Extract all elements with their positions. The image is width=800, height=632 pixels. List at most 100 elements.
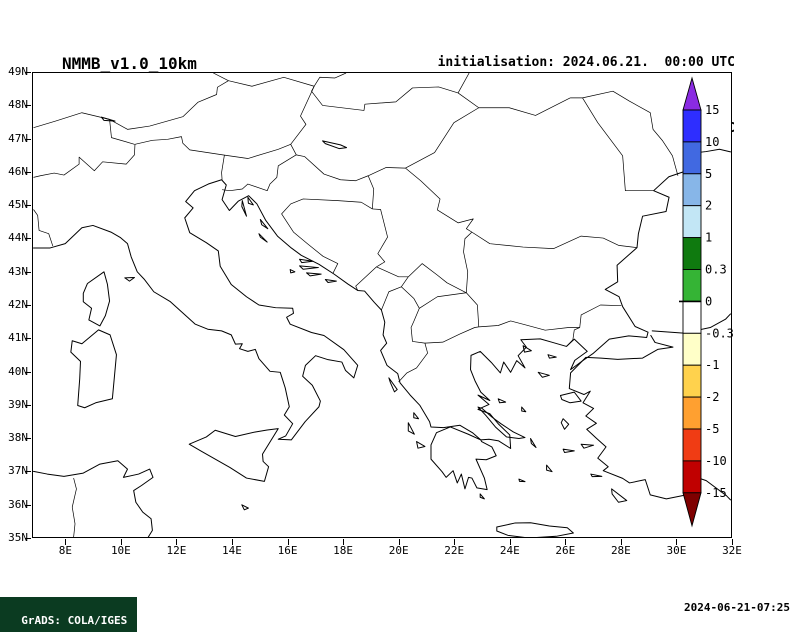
island-coastline [70, 329, 117, 409]
island-coastline [258, 233, 268, 243]
lat-label: 38N [8, 431, 28, 445]
lat-tick-mark [25, 238, 31, 240]
island-coastline [518, 478, 526, 483]
colorbar-segment [682, 300, 702, 334]
colorbar-label: 0 [705, 294, 712, 308]
lat-tick-mark [25, 205, 31, 207]
lon-label: 16E [277, 544, 298, 557]
country-border [478, 320, 580, 331]
colorbar-label: -15 [705, 486, 727, 500]
island-coastline [559, 391, 582, 404]
country-border [213, 73, 229, 81]
creation-timestamp: 2024-06-21-07:25 [684, 601, 790, 614]
lon-tick-mark [565, 539, 567, 545]
country-border [281, 198, 373, 274]
colorbar: 15 10 5 2 1 0.3 0 -0.3 -1 -2 -5 -10 -15 [679, 76, 735, 532]
colorbar-arrow-up [682, 76, 702, 111]
lon-tick-mark [120, 539, 122, 545]
lon-label: 28E [610, 544, 631, 557]
lon-label: 12E [166, 544, 187, 557]
country-border [466, 292, 480, 327]
country-border [33, 136, 225, 180]
lon-label: 26E [555, 544, 576, 557]
country-border [311, 73, 470, 111]
lat-tick-mark [25, 105, 31, 107]
island-coastline [522, 345, 532, 353]
country-border [290, 86, 369, 182]
island-coastline [477, 406, 526, 440]
colorbar-label: -10 [705, 454, 727, 468]
colorbar-label: 1 [705, 231, 712, 245]
lat-label: 44N [8, 231, 28, 245]
country-border [579, 304, 622, 328]
country-border [405, 167, 474, 233]
island-coastline [259, 218, 269, 230]
island-coastline [324, 279, 337, 283]
lat-label: 43N [8, 264, 28, 278]
country-border [582, 90, 679, 176]
lat-label: 36N [8, 497, 28, 511]
lon-tick-mark [287, 539, 289, 545]
country-border [376, 266, 409, 311]
lat-label: 37N [8, 464, 28, 478]
country-border [368, 167, 406, 177]
lon-tick-mark [343, 539, 345, 545]
country-border [457, 92, 571, 116]
island-coastline [322, 140, 348, 150]
colorbar-segment [682, 237, 702, 270]
island-coastline [247, 196, 254, 206]
lon-label: 8E [58, 544, 72, 557]
island-coastline [580, 443, 595, 449]
colorbar-segment [682, 141, 702, 175]
grads-credit-badge: GrADS: COLA/IGES [0, 597, 138, 632]
lon-tick-mark [509, 539, 511, 545]
island-coastline [241, 504, 249, 511]
model-name: NMMB_v1.0_10km [62, 54, 197, 73]
island-coastline [299, 258, 314, 264]
colorbar-segment [682, 332, 702, 366]
lat-tick-mark [25, 305, 31, 306]
colorbar-label: -2 [705, 390, 719, 404]
island-coastline [299, 265, 319, 270]
lon-label: 32E [722, 544, 742, 557]
lon-label: 24E [499, 544, 520, 557]
country-border [471, 231, 638, 249]
lat-tick-mark [25, 438, 31, 440]
colorbar-label: -5 [705, 422, 719, 436]
lon-label: 14E [222, 544, 242, 557]
island-coastline [590, 473, 603, 478]
lon-tick-mark [176, 539, 178, 545]
lon-label: 20E [388, 544, 409, 557]
coastline [568, 334, 731, 501]
coastline [33, 148, 731, 491]
country-border [224, 143, 291, 159]
colorbar-segment [682, 428, 702, 462]
lat-tick-mark [25, 471, 31, 473]
island-coastline [413, 412, 420, 420]
lon-tick-mark [732, 539, 733, 545]
lat-tick-mark [25, 404, 31, 406]
lat-tick-mark [25, 504, 31, 506]
country-border [419, 292, 467, 309]
country-border [424, 326, 479, 344]
lat-tick-mark [25, 171, 31, 173]
island-coastline [547, 354, 557, 359]
lat-tick-mark [25, 371, 31, 373]
colorbar-segment [682, 396, 702, 430]
colorbar-segment [682, 460, 702, 494]
colorbar-segment [682, 269, 702, 302]
country-border [408, 263, 467, 294]
colorbar-arrow-down [682, 492, 702, 528]
country-border [367, 175, 375, 209]
lat-tick-mark [25, 538, 31, 539]
island-coastline [546, 464, 553, 473]
init-time-label: initialisation: 2024.06.21. 00:00 UTC [437, 55, 735, 70]
lat-label: 35N [8, 531, 28, 544]
island-coastline [496, 522, 574, 537]
country-border [570, 97, 654, 192]
lat-tick-mark [25, 271, 31, 273]
colorbar-label: 15 [705, 103, 719, 117]
colorbar-label: -1 [705, 358, 719, 372]
lat-label: 46N [8, 164, 28, 178]
country-border [405, 107, 479, 169]
